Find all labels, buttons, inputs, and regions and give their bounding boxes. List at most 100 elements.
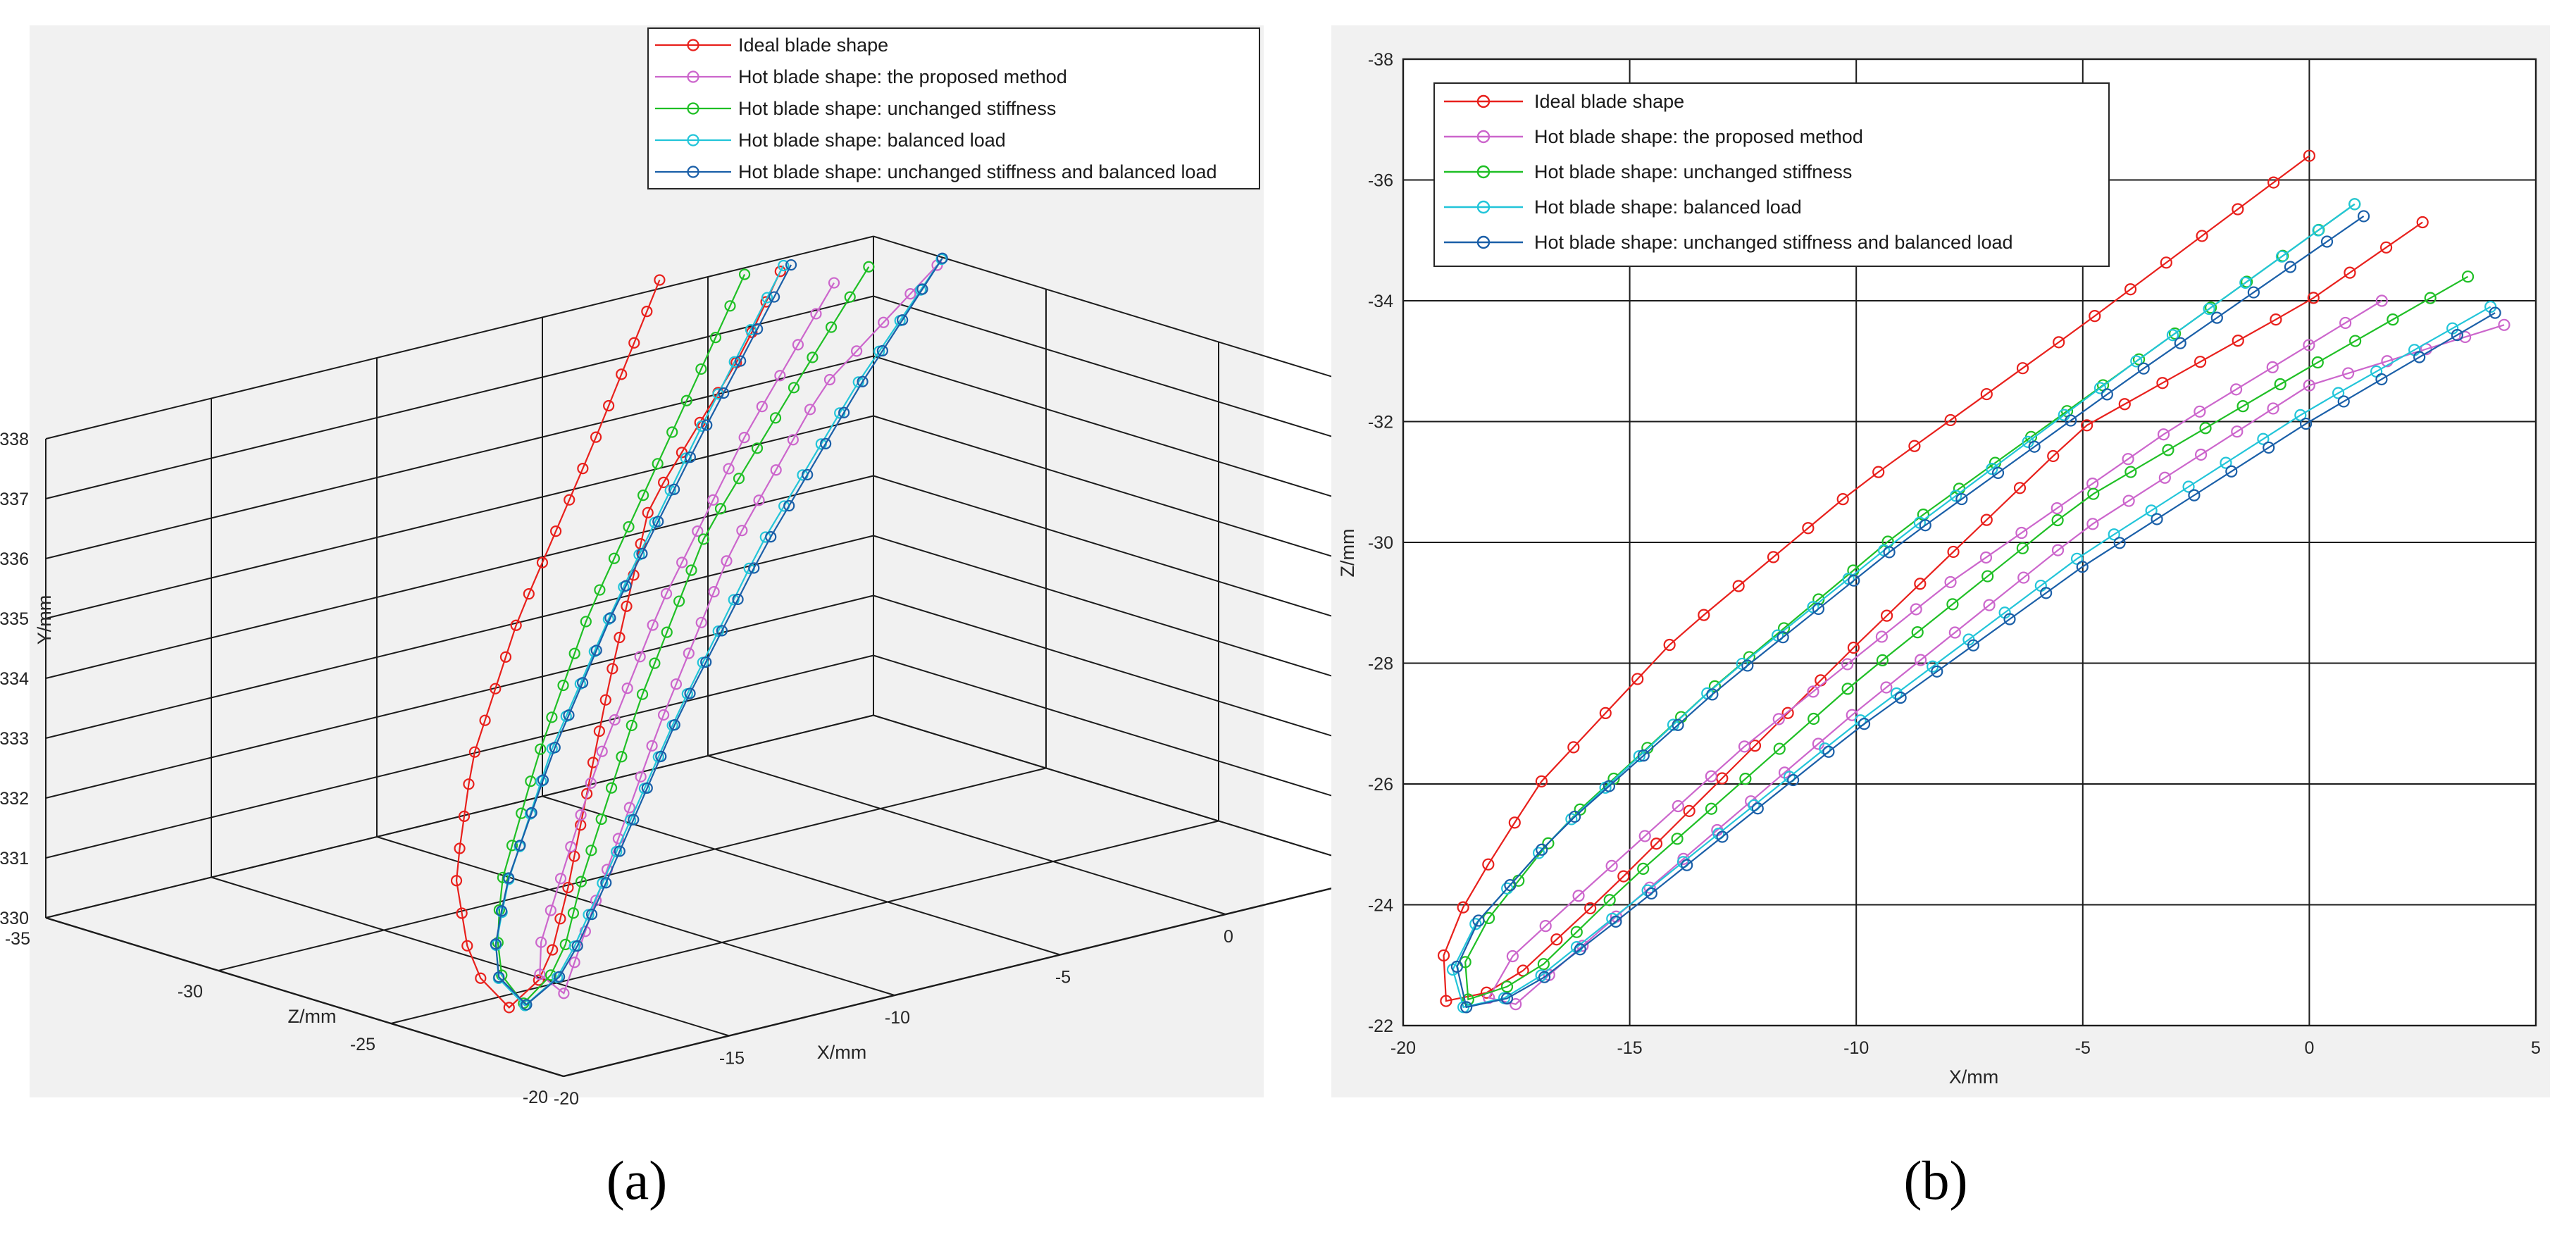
panel-a-floor-xline xyxy=(211,876,730,1037)
panel-b-marker-both xyxy=(2188,489,2201,502)
panel-a-marker-both xyxy=(576,677,589,689)
panel-a-marker-ideal xyxy=(581,787,593,799)
panel-b-marker-ideal xyxy=(2344,266,2356,279)
panel-b-marker-unchanged xyxy=(2016,542,2029,554)
panel-a-series-unchanged xyxy=(492,261,875,1009)
panel-b-marker-ideal xyxy=(2160,256,2172,269)
panel-a-marker-proposed xyxy=(535,936,547,948)
panel-a-marker-both xyxy=(585,908,598,921)
panel-a-marker-unchanged xyxy=(535,743,547,755)
panel-b-marker-unchanged xyxy=(2199,422,2212,435)
panel-b-marker-ideal xyxy=(1732,580,1745,592)
panel-b-marker-proposed xyxy=(2122,453,2134,466)
panel-b-marker-balanced xyxy=(2257,432,2270,445)
panel-b-marker-ideal xyxy=(1584,902,1597,915)
panel-a-marker-unchanged xyxy=(661,626,673,638)
panel-b-marker-unchanged xyxy=(2274,378,2286,391)
panel-b-marker-ideal xyxy=(1947,545,1960,559)
panel-b-ytick-label: -22 xyxy=(1368,1016,1393,1036)
panel-a-back-wall-hline xyxy=(45,415,874,619)
panel-b-tick-labels: -20 -15 -10 -5 0 5 -22 -24 -26 -28 -30 -32 -34 -36 -38 xyxy=(1368,50,2541,1058)
panel-a-marker-proposed xyxy=(723,463,735,475)
panel-a-marker-proposed xyxy=(634,651,646,663)
panel-b-axes-frame xyxy=(1402,58,2537,1027)
panel-b-marker-ideal xyxy=(1767,551,1780,564)
panel-a-legend: Ideal blade shape Hot blade shape: the pr… xyxy=(647,27,1260,189)
panel-a-marker-unchanged xyxy=(546,711,558,723)
panel-a-marker-proposed xyxy=(904,288,916,300)
panel-b-marker-unchanged xyxy=(2051,513,2064,527)
panel-a-xtick-label: -5 xyxy=(1055,968,1071,988)
panel-a-marker-unchanged xyxy=(605,782,618,794)
panel-a-legend-item-unchanged: Hot blade shape: unchanged stiffness xyxy=(655,98,1056,119)
panel-a-marker-ideal xyxy=(564,494,575,506)
panel-b-marker-unchanged xyxy=(1671,833,1684,845)
panel-b-marker-proposed xyxy=(1572,890,1585,902)
panel-a-marker-ideal xyxy=(774,266,786,278)
panel-a-marker-unchanged xyxy=(636,688,649,700)
panel-a-marker-both xyxy=(769,291,780,303)
panel-b-marker-ideal xyxy=(2232,203,2244,216)
panel-b-marker-both xyxy=(1672,718,1684,731)
panel-a-ytick-label: 331 xyxy=(0,849,29,868)
panel-b-marker-balanced xyxy=(1913,516,1926,529)
panel-a-marker-proposed xyxy=(708,586,720,598)
panel-b-marker-both xyxy=(2137,362,2150,375)
panel-b-marker-balanced xyxy=(2130,355,2143,368)
panel-b-xlabel: X/mm xyxy=(1949,1066,1999,1088)
panel-b-marker-ideal xyxy=(1872,466,1885,478)
panel-a-marker-balanced xyxy=(834,407,846,419)
panel-b-marker-both xyxy=(1637,749,1650,762)
panel-b-marker-proposed xyxy=(1846,709,1858,721)
panel-a-marker-both xyxy=(701,419,713,431)
panel-a-marker-both xyxy=(571,940,583,952)
panel-a-ztick-label: -30 xyxy=(178,982,203,1002)
panel-a-legend-item-balanced: Hot blade shape: balanced load xyxy=(655,130,1006,151)
panel-a-xlabel: X/mm xyxy=(817,1042,867,1063)
panel-a-ytick-label: 337 xyxy=(0,490,29,509)
panel-a-back-wall-hline xyxy=(45,355,874,559)
panel-b-marker-proposed xyxy=(2303,379,2315,392)
panel-a-marker-both xyxy=(684,687,696,699)
panel-a-marker-unchanged xyxy=(666,426,678,438)
panel-a-marker-proposed xyxy=(565,841,577,853)
panel-a-marker-both xyxy=(641,782,653,794)
panel-a-marker-ideal xyxy=(479,714,491,726)
panel-b-marker-unchanged xyxy=(1500,980,1514,993)
panel-a-marker-ideal xyxy=(468,746,480,758)
panel-a-back-wall-hline xyxy=(45,594,874,799)
panel-b-marker-unchanged xyxy=(1876,654,1889,667)
panel-b-marker-ideal xyxy=(2016,362,2029,375)
panel-a-marker-both xyxy=(655,750,667,762)
panel-b-marker-unchanged xyxy=(2205,301,2217,314)
panel-a-marker-unchanged xyxy=(623,521,635,533)
panel-b-series-ideal xyxy=(1437,149,2429,1007)
panel-b-marker-ideal xyxy=(1944,413,1957,427)
panel-a-marker-ideal xyxy=(490,683,502,695)
panel-b-marker-unchanged xyxy=(2162,444,2174,456)
panel-b-marker-ideal xyxy=(2053,336,2065,349)
panel-a-ytick-label: 335 xyxy=(0,609,29,629)
panel-a-marker-both xyxy=(916,283,928,295)
panel-b-marker-balanced xyxy=(2145,504,2158,517)
panel-b-legend-marker xyxy=(1476,235,1491,249)
panel-b-marker-both xyxy=(1931,665,1943,678)
panel-a-marker-unchanged xyxy=(545,969,557,981)
panel-b-marker-balanced xyxy=(2166,329,2179,342)
panel-a-marker-proposed xyxy=(568,957,580,969)
panel-a-marker-both xyxy=(752,323,764,335)
panel-a-legend-marker xyxy=(687,70,699,83)
panel-a-floor-xline xyxy=(873,714,1392,875)
panel-a-marker-ideal xyxy=(499,651,512,663)
panel-b-marker-both xyxy=(1967,639,1979,652)
panel-b-marker-both xyxy=(1883,546,1896,559)
panel-b-marker-unchanged xyxy=(1537,958,1550,971)
panel-a-marker-both xyxy=(876,344,888,357)
panel-b-marker-ideal xyxy=(1508,816,1521,829)
panel-a-marker-both xyxy=(684,451,697,463)
panel-a-marker-both xyxy=(700,656,712,668)
panel-b-marker-both xyxy=(2151,513,2163,525)
panel-a-marker-ideal xyxy=(621,600,633,612)
panel-b-marker-balanced xyxy=(2108,528,2120,541)
panel-a-z-axis xyxy=(45,916,564,1078)
